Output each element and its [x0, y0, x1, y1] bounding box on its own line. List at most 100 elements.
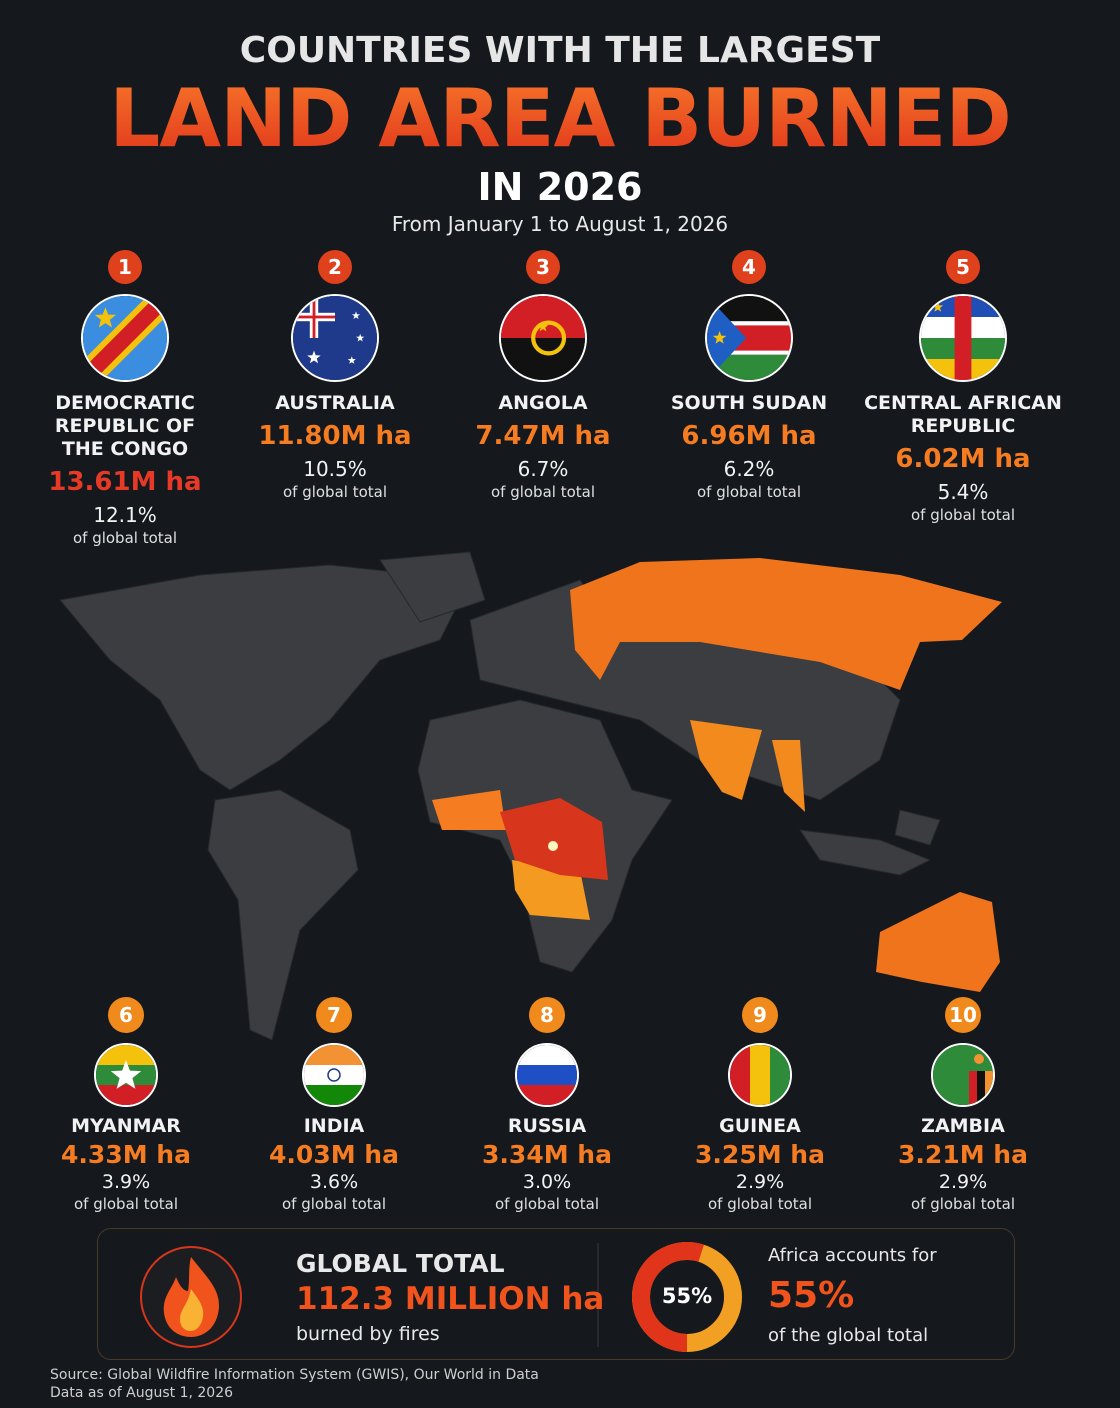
map-australia [876, 892, 1000, 992]
country-name: GUINEA [719, 1115, 801, 1137]
flag-shape [356, 333, 365, 342]
africa-note: of the global total [768, 1325, 929, 1346]
rank-badge: 5 [946, 250, 980, 284]
source: Source: Global Wildfire Information Syst… [50, 1366, 539, 1402]
flag-shape [312, 296, 316, 338]
country-area: 4.03M ha [269, 1140, 399, 1169]
flag-shape [501, 338, 585, 380]
flag-shape [351, 311, 361, 319]
flag [94, 1043, 158, 1107]
share-note: of global total [910, 506, 1016, 524]
flag-shape [969, 1071, 977, 1105]
flag-shape [750, 1045, 770, 1105]
flag-shape [517, 1065, 577, 1085]
flag-shape [770, 1045, 790, 1105]
subtitle: From January 1 to August 1, 2026 [391, 212, 729, 236]
flag-shape [347, 356, 356, 364]
country-area: 3.21M ha [898, 1140, 1028, 1169]
map-central-africa [500, 798, 608, 880]
country-card: 9 GUINEA 3.25M ha 2.9% of global total [660, 997, 860, 1213]
map-russia [570, 558, 1002, 690]
country-card: 6 MYANMAR 4.33M ha 3.9% of global total [26, 997, 226, 1213]
flag-shape [94, 307, 117, 328]
donut-arc [632, 1242, 704, 1352]
country-card: 3 ANGOLA 7.47M ha 6.7% of global total [443, 250, 643, 501]
country-name: AUSTRALIA [275, 392, 395, 414]
country-area: 4.33M ha [61, 1140, 191, 1169]
flag-shape [501, 296, 585, 338]
flag-shape [110, 1060, 142, 1089]
flag [705, 294, 793, 382]
flag [728, 1043, 792, 1107]
flag-shape [517, 1085, 577, 1105]
country-share: 10.5% [303, 457, 367, 481]
map-hotspot [548, 841, 558, 851]
country-share: 6.2% [723, 457, 775, 481]
country-name: ZAMBIA [921, 1115, 1005, 1137]
country-area: 7.47M ha [475, 421, 611, 451]
flag-shape [537, 321, 549, 332]
share-note: of global total [72, 529, 178, 547]
rank-badge: 3 [526, 250, 560, 284]
source-line: Source: Global Wildfire Information Syst… [50, 1367, 539, 1383]
country-card: 1 DEMOCRATIC REPUBLIC OF THE CONGO 13.61M … [40, 250, 210, 547]
flag-shape [932, 301, 944, 312]
country-card: 2 AUSTRALIA 11.80M ha 10.5% of global total [235, 250, 435, 501]
summary-graphics [140, 1242, 742, 1352]
country-share: 2.9% [735, 1171, 785, 1193]
country-share: 12.1% [93, 503, 157, 527]
country-area: 3.34M ha [482, 1140, 612, 1169]
rank-badge: 1 [108, 250, 142, 284]
flag-shape [96, 1085, 156, 1105]
flag-shape [293, 296, 377, 380]
flag-shape [730, 1045, 750, 1105]
rank-badge: 8 [529, 997, 565, 1033]
flag-shape [307, 350, 321, 364]
rank-badge: 9 [742, 997, 778, 1033]
flag-shape [304, 1045, 364, 1065]
title-main: LAND AREA BURNED [0, 72, 1120, 165]
flag-shape [327, 1068, 341, 1082]
flag-shape [954, 296, 972, 380]
share-note: of global total [696, 483, 802, 501]
flag [81, 294, 169, 382]
rank-badge: 4 [732, 250, 766, 284]
country-share: 5.4% [937, 480, 989, 504]
flag-shape [985, 1071, 993, 1105]
country-card: 5 CENTRAL AFRICAN REPUBLIC 6.02M ha 5.4% of … [863, 250, 1063, 524]
flame-inner [180, 1289, 204, 1331]
summary-total: 112.3 MILLION ha [296, 1281, 605, 1317]
flag [931, 1043, 995, 1107]
country-card: 8 RUSSIA 3.34M ha 3.0% of global total [447, 997, 647, 1213]
flag [302, 1043, 366, 1107]
flag [291, 294, 379, 382]
country-share: 3.6% [309, 1171, 359, 1193]
rank-badge: 2 [318, 250, 352, 284]
flag-shape [517, 1045, 577, 1065]
country-name: SOUTH SUDAN [670, 392, 828, 414]
source-date: Data as of August 1, 2026 [50, 1385, 234, 1401]
country-area: 13.61M ha [48, 467, 202, 497]
country-share: 6.7% [517, 457, 569, 481]
summary-panel: GLOBAL TOTAL 112.3 MILLION ha burned by … [97, 1228, 1015, 1360]
country-name: CENTRAL AFRICAN REPUBLIC [864, 392, 1062, 437]
flag [515, 1043, 579, 1107]
country-area: 6.02M ha [895, 444, 1031, 474]
share-note: of global total [490, 483, 596, 501]
flag [919, 294, 1007, 382]
share-note: of global total [281, 1195, 387, 1213]
country-area: 6.96M ha [681, 421, 817, 451]
flag-shape [531, 320, 567, 356]
country-share: 3.9% [101, 1171, 151, 1193]
rank-badge: 7 [316, 997, 352, 1033]
share-note: of global total [282, 483, 388, 501]
flag-shape [96, 1045, 156, 1065]
country-name: INDIA [303, 1115, 365, 1137]
country-name: RUSSIA [507, 1115, 587, 1137]
country-name: ANGOLA [498, 392, 588, 414]
map-india [690, 720, 762, 800]
flag-shape [712, 331, 727, 344]
country-area: 11.80M ha [258, 421, 412, 451]
